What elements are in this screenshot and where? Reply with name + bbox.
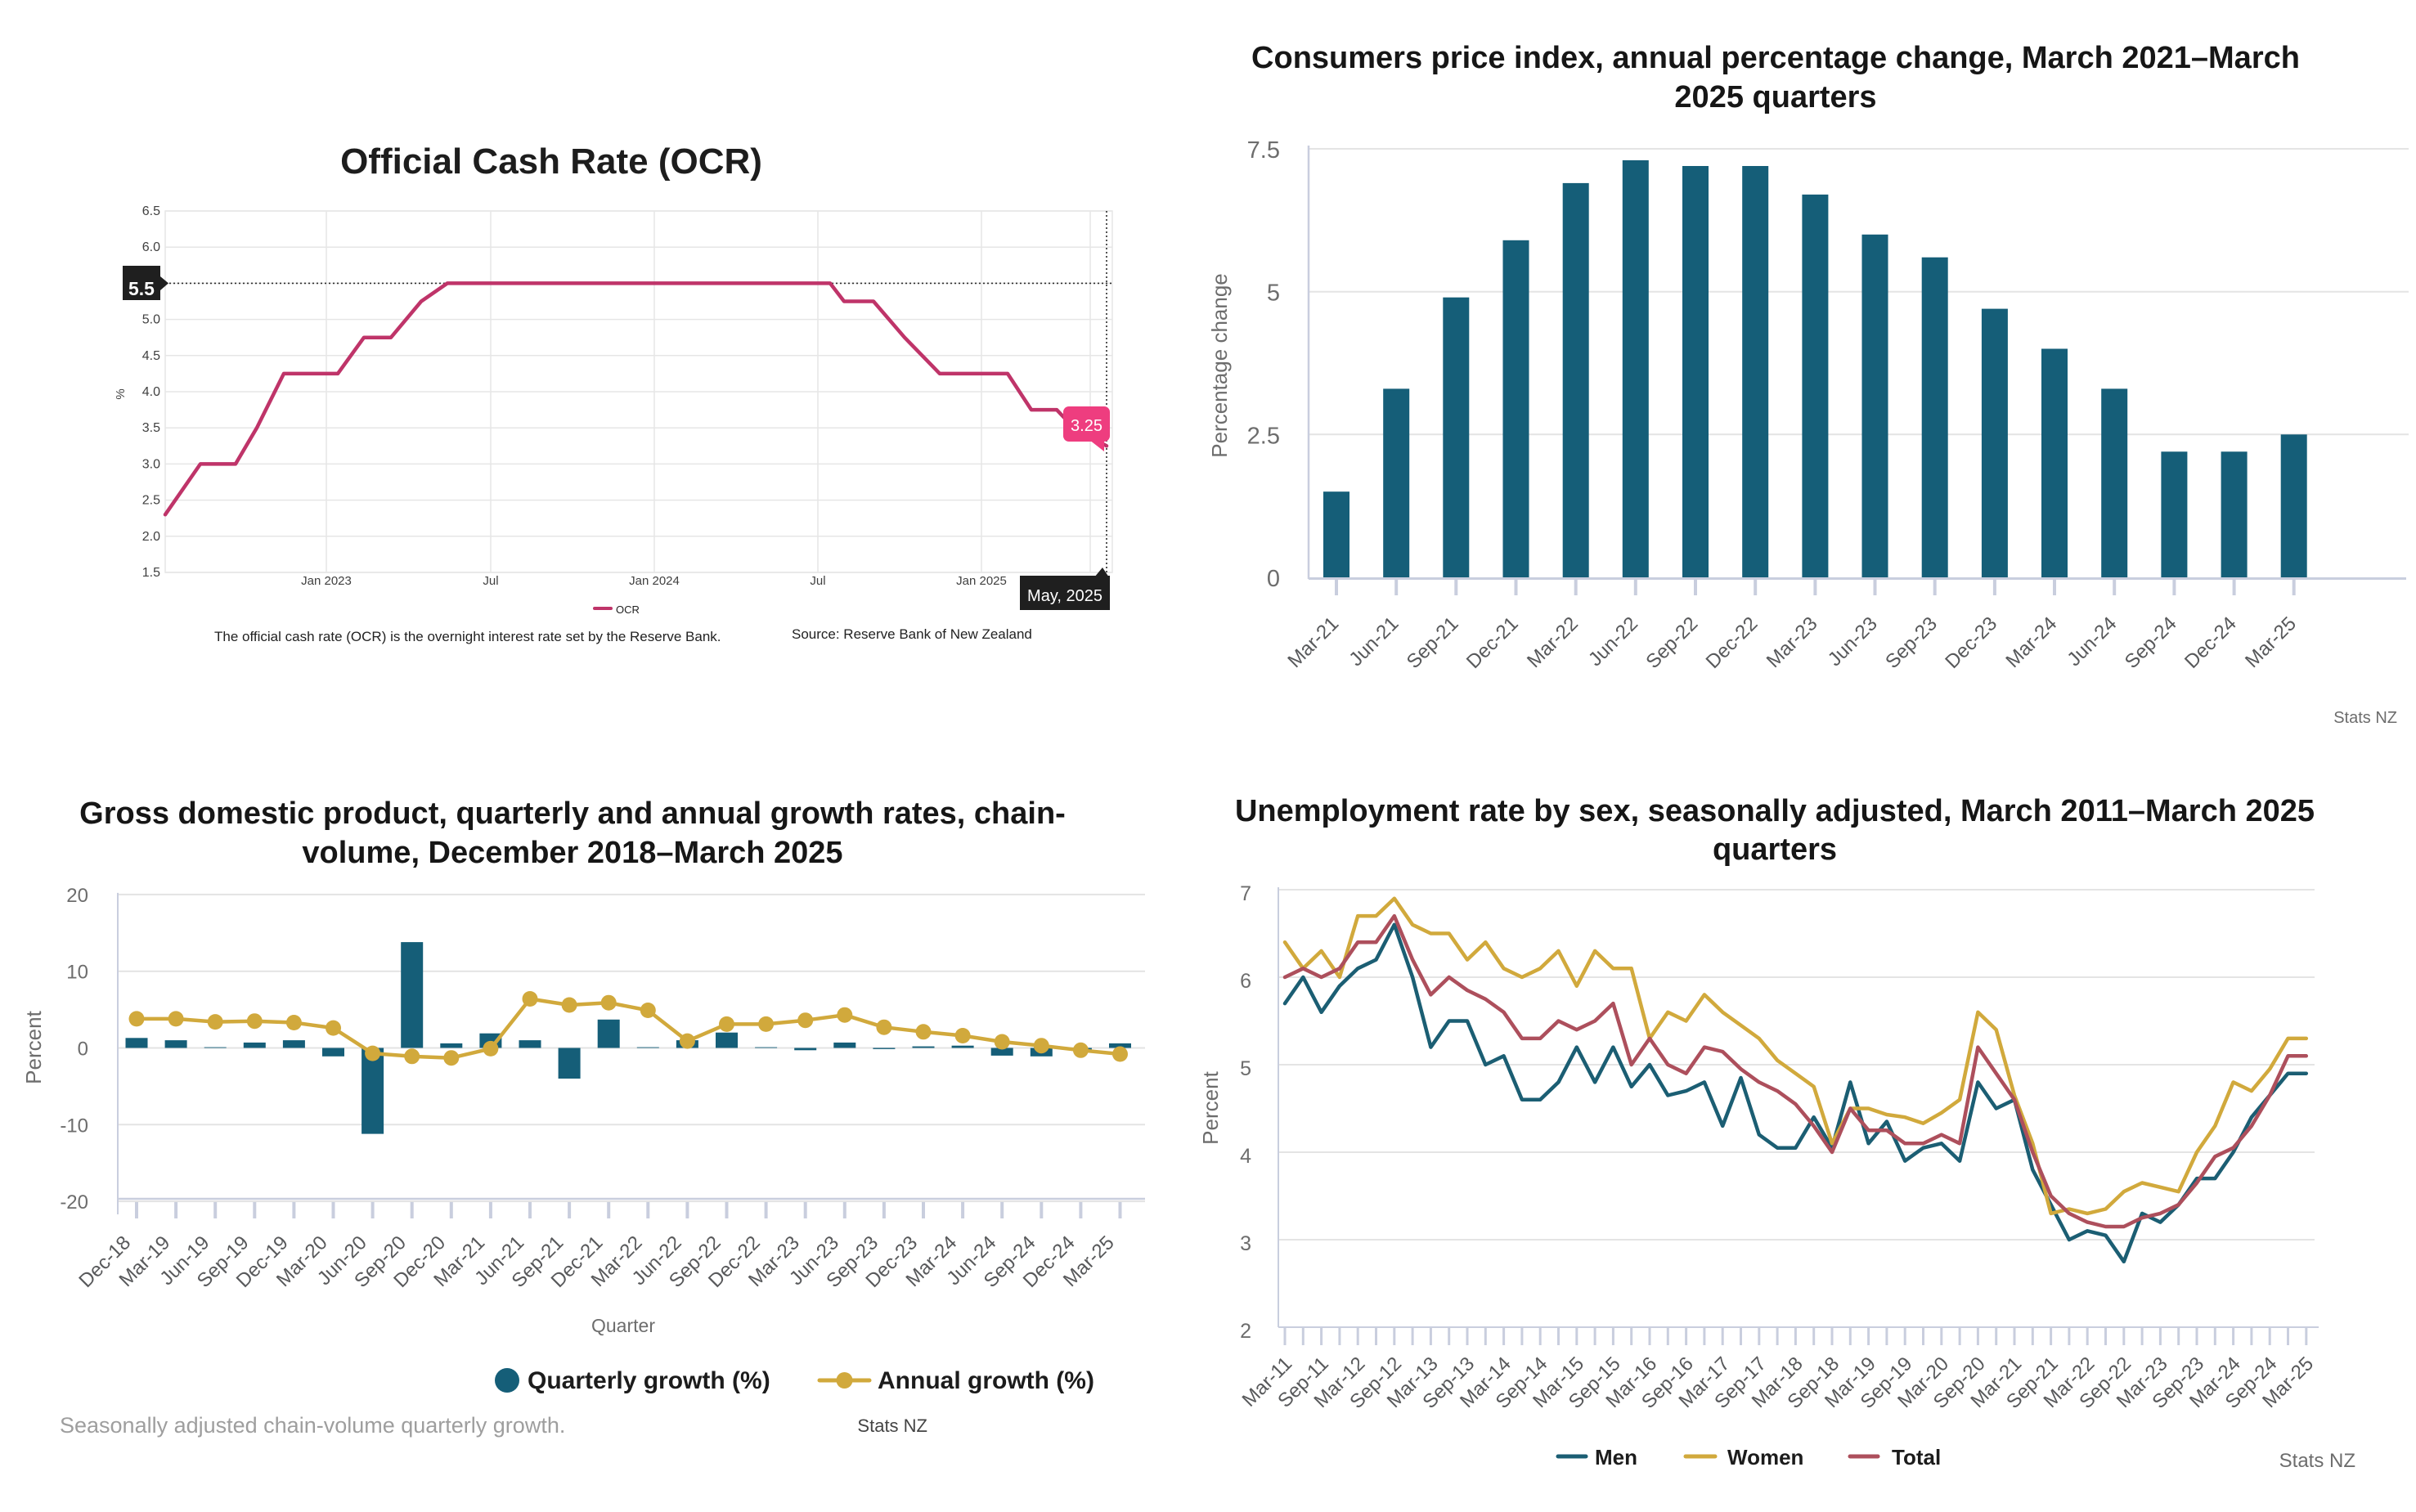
svg-text:4: 4 [1240,1145,1251,1168]
svg-text:May, 2025: May, 2025 [1027,587,1102,605]
svg-text:Sep-22: Sep-22 [1641,612,1702,673]
svg-text:Official Cash Rate (OCR): Official Cash Rate (OCR) [340,141,762,182]
svg-text:Jun-21: Jun-21 [1345,612,1403,671]
svg-text:OCR: OCR [616,603,640,616]
svg-text:5.5: 5.5 [128,278,155,299]
svg-text:6.0: 6.0 [142,240,160,254]
svg-text:Dec-22: Dec-22 [1702,612,1763,673]
svg-text:0: 0 [78,1039,88,1061]
svg-text:5: 5 [1267,280,1280,307]
svg-text:Dec-24: Dec-24 [2180,612,2241,673]
svg-text:Stats NZ: Stats NZ [2333,709,2397,727]
svg-text:3.25: 3.25 [1071,417,1102,435]
svg-text:Jul: Jul [483,574,498,588]
svg-text:Women: Women [1727,1445,1803,1469]
svg-text:-10: -10 [60,1115,88,1137]
svg-text:2.5: 2.5 [142,494,160,508]
svg-text:Percent: Percent [21,1010,46,1084]
svg-text:2: 2 [1240,1320,1251,1343]
svg-text:Mar-25: Mar-25 [2241,612,2301,672]
svg-text:2025 quarters: 2025 quarters [1674,80,1876,114]
svg-text:%: % [114,388,128,399]
svg-text:7.5: 7.5 [1247,137,1280,164]
svg-text:Consumers price index, annual: Consumers price index, annual percentage… [1251,41,2300,75]
svg-text:3: 3 [1240,1232,1251,1255]
svg-text:Sep-24: Sep-24 [2121,612,2181,673]
svg-text:Jun-23: Jun-23 [1824,612,1882,671]
svg-text:3.5: 3.5 [142,421,160,435]
svg-text:Percent: Percent [1198,1070,1223,1144]
svg-text:3.0: 3.0 [142,457,160,471]
svg-text:Seasonally adjusted chain-volu: Seasonally adjusted chain-volume quarter… [60,1413,565,1438]
svg-text:0: 0 [1267,566,1280,592]
svg-text:Mar-23: Mar-23 [1763,612,1822,672]
svg-text:Jul: Jul [810,574,825,588]
svg-text:2.0: 2.0 [142,530,160,544]
svg-text:Sep-23: Sep-23 [1881,612,1942,673]
svg-text:The official cash rate (OCR) i: The official cash rate (OCR) is the over… [214,629,721,644]
svg-text:Gross domestic product, quarte: Gross domestic product, quarterly and an… [79,796,1066,831]
svg-text:Source: Reserve Bank of New Ze: Source: Reserve Bank of New Zealand [792,626,1032,642]
svg-text:6.5: 6.5 [142,204,160,218]
svg-text:Jan 2025: Jan 2025 [956,574,1007,588]
svg-text:5: 5 [1240,1057,1251,1080]
svg-text:Mar-22: Mar-22 [1523,612,1583,672]
svg-text:4.5: 4.5 [142,349,160,363]
svg-text:20: 20 [66,885,88,907]
svg-text:1.5: 1.5 [142,566,160,580]
svg-text:Jan 2023: Jan 2023 [301,574,352,588]
svg-text:Jun-24: Jun-24 [2063,612,2121,671]
svg-text:Stats NZ: Stats NZ [2279,1450,2355,1472]
svg-text:10: 10 [66,962,88,984]
svg-text:quarters: quarters [1713,832,1837,867]
svg-text:Stats NZ: Stats NZ [857,1416,927,1436]
svg-text:Dec-23: Dec-23 [1941,612,2001,673]
svg-text:Mar-24: Mar-24 [2001,612,2061,672]
svg-text:Annual growth (%): Annual growth (%) [878,1367,1094,1394]
svg-text:Men: Men [1595,1445,1637,1469]
svg-text:7: 7 [1240,882,1251,905]
svg-text:Quarterly growth (%): Quarterly growth (%) [528,1367,770,1394]
svg-text:Quarter: Quarter [591,1315,655,1336]
svg-text:Sep-21: Sep-21 [1403,612,1463,673]
svg-text:5.0: 5.0 [142,313,160,327]
svg-text:2.5: 2.5 [1247,423,1280,449]
svg-text:4.0: 4.0 [142,385,160,399]
svg-text:Mar-21: Mar-21 [1283,612,1343,672]
svg-text:Total: Total [1892,1445,1941,1469]
svg-text:Dec-21: Dec-21 [1462,612,1523,673]
svg-text:-20: -20 [60,1191,88,1214]
svg-text:Jan 2024: Jan 2024 [629,574,680,588]
svg-text:Percentage change: Percentage change [1207,273,1232,458]
svg-text:Unemployment rate by sex, seas: Unemployment rate by sex, seasonally adj… [1235,794,2315,828]
svg-text:Jun-22: Jun-22 [1584,612,1642,671]
svg-text:6: 6 [1240,970,1251,993]
svg-text:volume, December 2018–March 20: volume, December 2018–March 2025 [302,836,842,870]
